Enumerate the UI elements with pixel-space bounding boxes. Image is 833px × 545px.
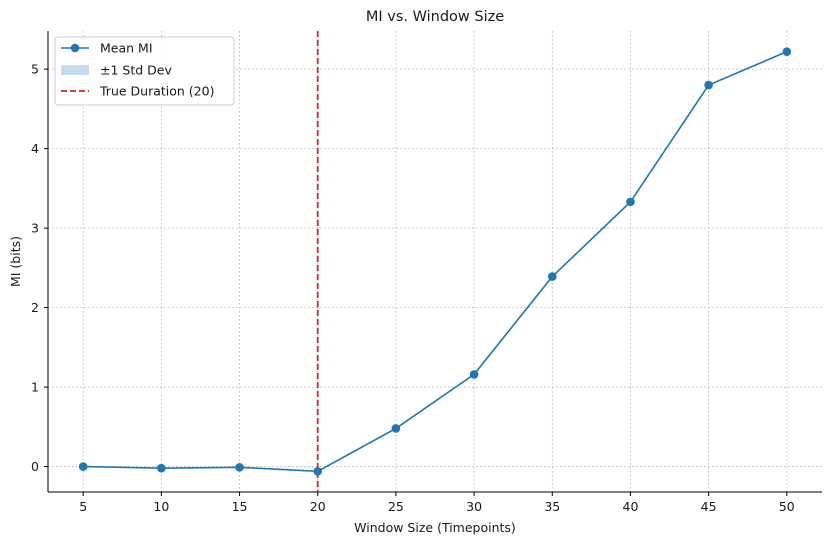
mean-mi-point <box>313 467 323 476</box>
x-tick-label: 40 <box>623 499 639 514</box>
x-tick-label: 50 <box>779 499 795 514</box>
legend-mean-mi-label: Mean MI <box>100 41 153 56</box>
legend-true-duration-label: True Duration (20) <box>99 84 214 99</box>
mean-mi-point <box>547 272 557 281</box>
mean-mi-point <box>469 370 479 379</box>
axes <box>47 31 822 493</box>
legend-box <box>54 36 235 106</box>
x-tick-label: 15 <box>232 499 248 514</box>
x-tick-label: 35 <box>544 499 560 514</box>
x-tick-label: 30 <box>466 499 482 514</box>
legend-std-dev-label: ±1 Std Dev <box>100 63 172 78</box>
mean-mi-point <box>626 197 635 207</box>
y-axis-ticks: 0 1 2 3 4 5 <box>31 62 48 474</box>
mean-mi-point <box>704 80 713 90</box>
mean-mi-point <box>78 462 88 471</box>
legend-mean-mi-marker <box>70 43 80 53</box>
y-tick-label: 5 <box>31 62 39 77</box>
series-group <box>78 47 792 476</box>
legend: Mean MI ±1 Std Dev True Duration (20) <box>54 36 235 106</box>
x-axis-label: Window Size (Timepoints) <box>354 520 516 535</box>
y-tick-label: 3 <box>31 221 39 236</box>
chart-title: MI vs. Window Size <box>366 9 504 25</box>
x-tick-label: 10 <box>153 499 169 514</box>
x-tick-label: 20 <box>310 499 326 514</box>
y-axis-label: MI (bits) <box>8 236 23 287</box>
y-tick-label: 4 <box>31 141 39 156</box>
mean-mi-line <box>83 50 788 473</box>
x-tick-label: 45 <box>701 499 717 514</box>
legend-items: Mean MI ±1 Std Dev True Duration (20) <box>61 41 214 99</box>
x-tick-label: 25 <box>388 499 404 514</box>
mean-mi-point <box>391 424 401 433</box>
mean-mi-point <box>235 463 244 472</box>
x-axis-ticks: 5 10 15 20 25 30 35 40 45 50 <box>79 492 795 514</box>
mean-mi-point <box>157 463 166 473</box>
y-tick-label: 2 <box>31 300 39 315</box>
mean-mi-point <box>782 47 792 56</box>
y-tick-label: 1 <box>31 380 39 395</box>
y-tick-label: 0 <box>31 459 39 474</box>
legend-std-dev-swatch <box>61 65 89 75</box>
x-tick-label: 5 <box>79 499 87 514</box>
